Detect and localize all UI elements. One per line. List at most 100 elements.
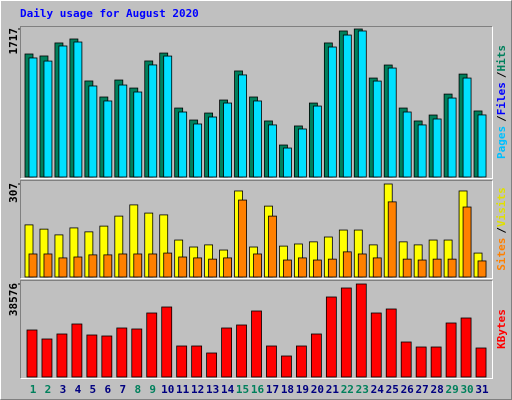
bar	[372, 80, 382, 178]
bar	[116, 327, 128, 378]
panel-bevel-dark	[20, 180, 493, 279]
bar	[236, 324, 247, 378]
legend-separator: /	[495, 115, 508, 122]
bar	[445, 322, 457, 378]
bar	[462, 206, 472, 278]
bar	[56, 333, 68, 378]
bar	[43, 60, 53, 178]
x-day-label: 15	[236, 383, 249, 396]
bar	[58, 257, 68, 278]
bar	[312, 259, 322, 278]
bar	[477, 114, 487, 178]
panel-bevel-dark	[20, 280, 493, 379]
bar	[296, 345, 307, 378]
bar	[253, 100, 262, 178]
bar	[432, 258, 442, 278]
bar	[340, 287, 352, 378]
x-day-label: 22	[341, 383, 354, 396]
legend: Pages/Files/Hits	[495, 45, 508, 159]
panel-bevel-light	[20, 180, 493, 279]
bar	[415, 346, 427, 378]
x-day-label: 7	[119, 383, 126, 396]
panel-bevel-light	[20, 280, 493, 379]
bar	[357, 30, 367, 178]
x-day-label: 31	[475, 383, 489, 396]
bar	[342, 34, 352, 178]
bar	[73, 256, 83, 278]
bar	[268, 124, 277, 178]
bar	[402, 111, 412, 178]
legend-separator: /	[495, 71, 508, 78]
bar	[103, 254, 113, 278]
bar	[163, 55, 173, 178]
bar	[327, 258, 337, 278]
legend: Sites /Visits	[495, 187, 508, 271]
legend-entry: Files	[495, 82, 508, 115]
x-day-label: 1	[30, 383, 37, 396]
bar	[447, 97, 457, 178]
x-day-label: 24	[371, 383, 385, 396]
bar	[251, 310, 262, 378]
bar	[191, 345, 203, 378]
bar	[298, 257, 307, 278]
x-day-label: 30	[460, 383, 473, 396]
bar	[370, 312, 382, 378]
y-max-label: 307	[7, 183, 20, 203]
x-day-label: 6	[105, 383, 112, 396]
bar	[163, 252, 173, 278]
bar	[73, 41, 83, 178]
x-day-label: 10	[161, 383, 174, 396]
x-day-label: 25	[386, 383, 399, 396]
bar	[477, 260, 487, 278]
bar	[238, 74, 247, 178]
bar	[402, 258, 412, 278]
bar	[206, 352, 218, 378]
bar	[221, 327, 232, 378]
bar	[176, 345, 188, 378]
bar	[325, 296, 337, 378]
x-day-label: 11	[176, 383, 190, 396]
bar	[387, 201, 397, 278]
bar	[161, 306, 173, 378]
bar	[88, 254, 98, 278]
bar	[131, 328, 143, 378]
x-day-label: 8	[134, 383, 141, 396]
bar	[281, 355, 292, 378]
bar	[462, 77, 472, 178]
bar	[447, 258, 457, 278]
bar	[208, 116, 218, 178]
bar	[146, 312, 158, 378]
bar	[58, 45, 68, 178]
bar	[118, 253, 128, 278]
legend-entry: Sites	[495, 238, 508, 271]
bar	[133, 91, 143, 178]
bar	[43, 253, 53, 278]
bar	[193, 123, 203, 178]
bar	[103, 100, 113, 178]
bar	[385, 308, 397, 378]
legend-entry: Pages	[495, 126, 508, 159]
bar	[223, 257, 232, 278]
bar	[266, 345, 277, 378]
panel-bevel-light	[20, 26, 493, 179]
bar	[178, 256, 188, 278]
bar	[283, 147, 292, 178]
x-day-label: 18	[281, 383, 294, 396]
x-day-label: 14	[221, 383, 235, 396]
x-day-label: 2	[45, 383, 52, 396]
bar	[178, 111, 188, 178]
x-day-label: 13	[206, 383, 219, 396]
panel-bevel-dark	[20, 26, 493, 179]
x-day-label: 26	[401, 383, 415, 396]
bar	[400, 341, 412, 378]
bar	[268, 215, 277, 278]
x-day-label: 29	[445, 383, 458, 396]
x-day-label: 12	[191, 383, 204, 396]
bar	[342, 251, 352, 278]
bar	[28, 57, 38, 178]
bar	[86, 334, 98, 378]
x-day-label: 20	[311, 383, 324, 396]
legend: KBytes	[495, 309, 508, 349]
x-day-label: 19	[296, 383, 309, 396]
